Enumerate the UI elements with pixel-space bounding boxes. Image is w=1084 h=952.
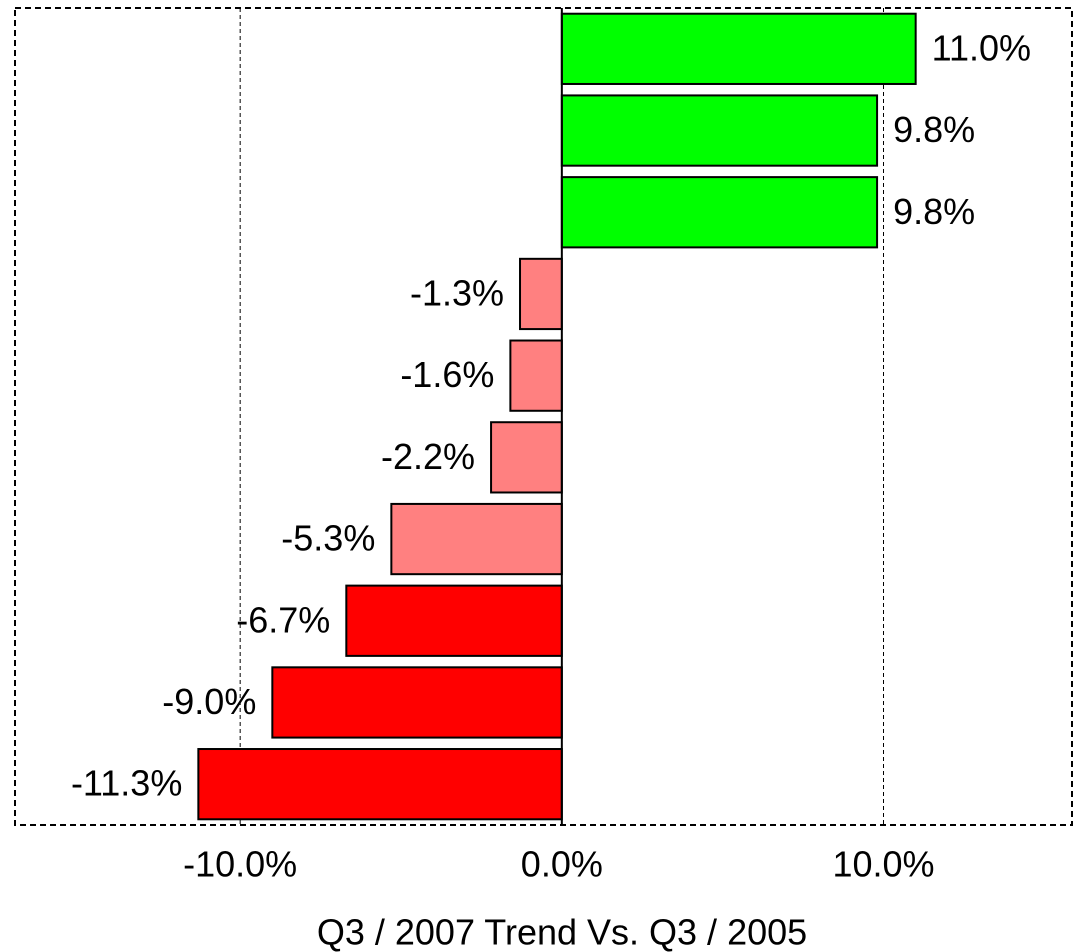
x-tick-label: 10.0% — [832, 844, 934, 885]
value-label: 9.8% — [893, 191, 975, 232]
x-axis-label: Q3 / 2007 Trend Vs. Q3 / 2005 — [317, 912, 807, 952]
value-label: -9.0% — [162, 681, 256, 722]
bar — [345, 584, 563, 657]
bar — [560, 94, 879, 167]
value-label: -6.7% — [236, 599, 330, 640]
x-tick-label: -10.0% — [183, 844, 297, 885]
x-tick-label: 0.0% — [521, 844, 603, 885]
bar — [560, 12, 917, 85]
bar — [490, 421, 563, 494]
bar — [271, 666, 563, 739]
value-label: -1.3% — [410, 272, 504, 313]
bar — [197, 748, 563, 821]
bar — [519, 257, 563, 331]
value-label: -1.6% — [400, 354, 494, 395]
bar — [509, 339, 563, 412]
bar — [390, 502, 563, 576]
value-label: 9.8% — [893, 109, 975, 150]
plot-frame — [14, 7, 1073, 826]
value-label: -11.3% — [71, 763, 182, 804]
bar — [560, 176, 879, 249]
value-label: -2.2% — [381, 436, 475, 477]
value-label: -5.3% — [281, 518, 375, 559]
value-label: 11.0% — [932, 27, 1031, 68]
